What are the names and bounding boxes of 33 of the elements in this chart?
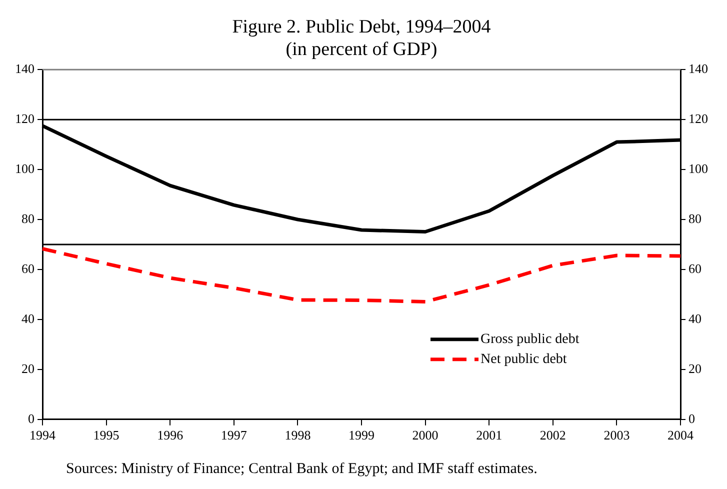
legend-label: Gross public debt (480, 332, 580, 348)
y2-tick-label: 60 (688, 260, 702, 276)
y2-tick-label: 0 (688, 410, 695, 426)
y2-tick-label: 140 (688, 61, 708, 76)
x-tick-label: 1998 (284, 428, 311, 443)
y-tick-label: 60 (22, 260, 34, 276)
y-tick-label: 120 (15, 110, 34, 126)
y-tick-label: 80 (22, 210, 34, 226)
x-tick-label: 1996 (157, 428, 184, 443)
x-tick-label: 1997 (220, 428, 248, 443)
y2-tick-label: 100 (688, 160, 708, 176)
y-tick-label: 0 (28, 410, 34, 426)
x-tick-label: 1995 (93, 428, 120, 443)
y-tick-label: 40 (22, 310, 34, 326)
x-tick-label: 2004 (668, 428, 694, 443)
legend-label: Net public debt (480, 352, 567, 368)
x-tick-label: 1994 (30, 428, 56, 443)
y-tick-label: 20 (22, 360, 34, 376)
y2-tick-label: 120 (688, 110, 708, 126)
y-tick-label: 140 (15, 61, 34, 76)
y2-tick-label: 20 (688, 360, 702, 376)
x-tick-label: 2002 (540, 428, 566, 443)
x-tick-label: 2003 (604, 428, 630, 443)
y2-tick-label: 40 (688, 310, 702, 326)
x-tick-label: 2001 (476, 428, 502, 443)
y2-tick-label: 80 (688, 210, 702, 226)
chart-title: Figure 2. Public Debt, 1994–2004 (232, 16, 492, 38)
x-tick-label: 2000 (412, 428, 438, 443)
source-note: Sources: Ministry of Finance; Central Bank of Egypt; and IMF staff estimates. (66, 461, 538, 477)
line-series (40, 247, 682, 304)
x-tick-label: 1999 (348, 428, 374, 443)
chart-subtitle: (in percent of GDP) (286, 39, 438, 60)
y-tick-label: 100 (15, 160, 34, 176)
